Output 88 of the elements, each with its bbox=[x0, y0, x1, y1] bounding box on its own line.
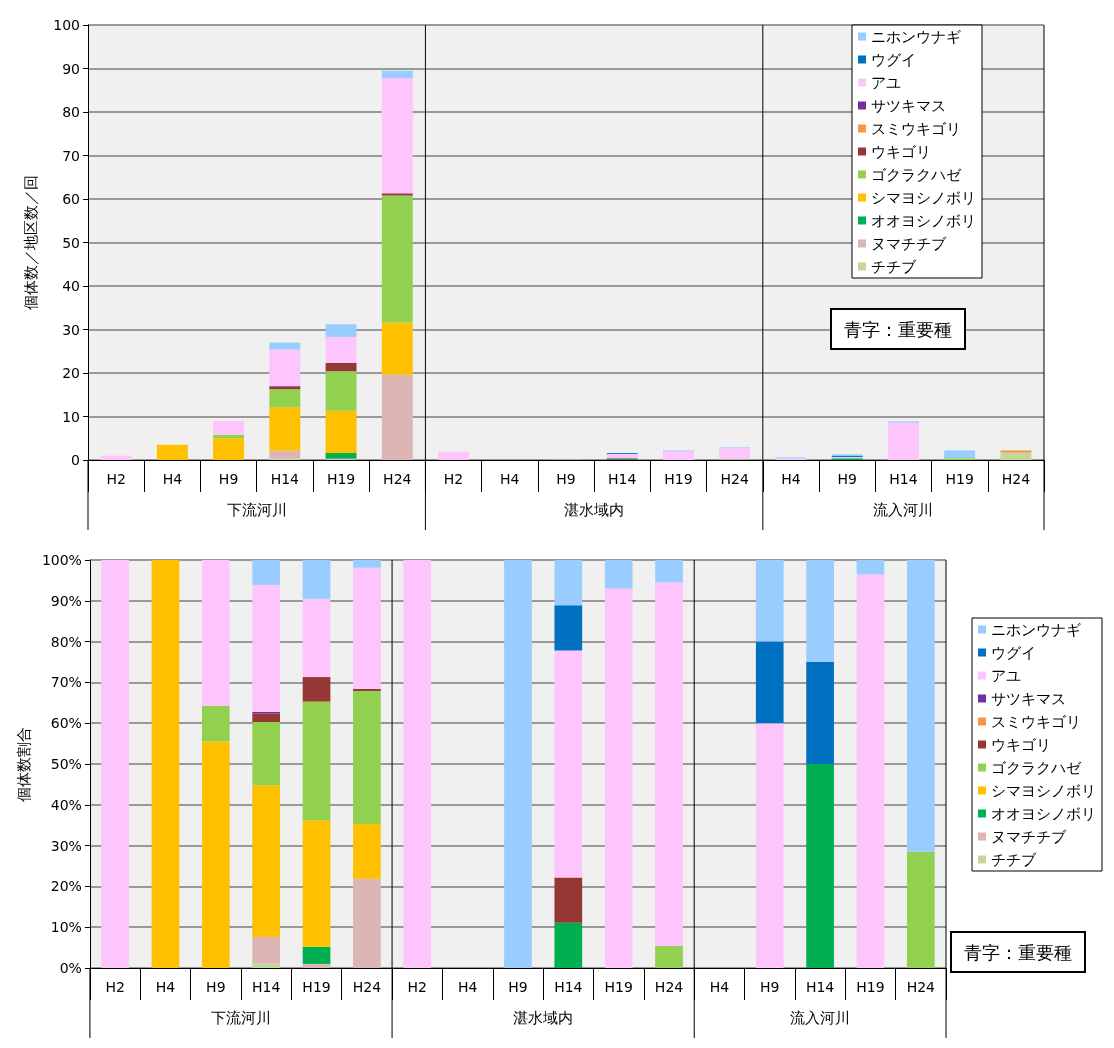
legend-label: ウグイ bbox=[991, 643, 1036, 662]
x-tick-label: H24 bbox=[720, 471, 749, 487]
x-tick-label: H19 bbox=[326, 471, 356, 487]
y-tick-label: 40 bbox=[62, 278, 80, 294]
legend-label: ヌマチチブ bbox=[991, 827, 1067, 846]
y-tick-label: 40% bbox=[50, 796, 82, 813]
y-tick-label: 20% bbox=[50, 878, 82, 895]
x-tick-label: H14 bbox=[252, 979, 281, 995]
legend-label: ウグイ bbox=[871, 50, 916, 69]
y-tick-label: 90% bbox=[50, 592, 82, 609]
y-tick-label: 70% bbox=[50, 674, 82, 691]
x-tick-label: H14 bbox=[608, 471, 637, 487]
text: 湛水域内 bbox=[564, 501, 625, 519]
y-tick-label: 20 bbox=[62, 365, 80, 381]
y-tick-label: 90 bbox=[62, 60, 80, 77]
x-tick-label: H24 bbox=[1001, 471, 1031, 487]
x-tick-label: H14 bbox=[805, 979, 835, 995]
y-tick-label: 10% bbox=[50, 919, 82, 936]
x-tick-label: H4 bbox=[457, 979, 478, 995]
y-tick-label: 80 bbox=[62, 104, 80, 120]
legend-label: アユ bbox=[991, 666, 1021, 685]
y-tick-label: 80% bbox=[50, 633, 82, 650]
annotation: 青字：重要種 bbox=[844, 318, 952, 340]
y-tick-label: 100 bbox=[53, 17, 80, 33]
legend-label: アユ bbox=[871, 73, 901, 92]
x-tick-label: H4 bbox=[155, 979, 176, 995]
legend-label: スミウキゴリ bbox=[991, 712, 1081, 731]
x-tick-label: H9 bbox=[837, 471, 857, 487]
legend-label: ニホンウナギ bbox=[991, 620, 1081, 639]
legend-label: オオヨシノボリ bbox=[871, 211, 976, 230]
y-tick-label: 50 bbox=[62, 234, 80, 251]
x-tick-label: H14 bbox=[270, 471, 300, 487]
x-tick-label: H24 bbox=[352, 979, 382, 995]
legend-label: ゴクラクハゼ bbox=[871, 165, 962, 184]
x-tick-label: H9 bbox=[556, 471, 576, 487]
legend-label: シマヨシノボリ bbox=[991, 781, 1096, 800]
y-axis-title: 個体数／地区数／回 bbox=[21, 175, 40, 310]
y-tick-label: 100% bbox=[41, 552, 82, 568]
x-tick-label: H19 bbox=[604, 979, 633, 995]
x-tick-label: H24 bbox=[383, 471, 412, 487]
x-tick-label: H9 bbox=[218, 471, 239, 487]
x-tick-label: H19 bbox=[945, 471, 974, 487]
legend-label: ゴクラクハゼ bbox=[991, 758, 1082, 777]
text: 流入河川 bbox=[873, 501, 934, 519]
x-tick-label: H4 bbox=[162, 471, 183, 487]
legend-label: オオヨシノボリ bbox=[991, 804, 1096, 823]
legend-label: チチブ bbox=[991, 850, 1037, 869]
x-tick-label: H2 bbox=[443, 471, 464, 487]
y-tick-label: 0 bbox=[71, 452, 80, 468]
x-tick-label: H4 bbox=[500, 471, 520, 487]
y-tick-label: 60 bbox=[62, 191, 80, 207]
x-tick-label: H2 bbox=[407, 979, 427, 995]
x-tick-label: H19 bbox=[302, 979, 331, 995]
text: 下流河川 bbox=[211, 1009, 271, 1027]
x-tick-label: H14 bbox=[889, 471, 918, 487]
x-tick-label: H2 bbox=[105, 979, 125, 995]
legend-label: チチブ bbox=[871, 257, 917, 276]
x-tick-label: H9 bbox=[760, 979, 780, 995]
text: 下流河川 bbox=[226, 501, 287, 519]
x-tick-label: H14 bbox=[554, 979, 583, 995]
y-tick-label: 60% bbox=[50, 715, 82, 732]
x-tick-label: H24 bbox=[906, 979, 936, 995]
legend-label: ニホンウナギ bbox=[871, 27, 961, 46]
x-tick-label: H19 bbox=[856, 979, 885, 995]
y-tick-label: 0% bbox=[59, 960, 82, 976]
x-tick-label: H19 bbox=[664, 471, 693, 487]
x-tick-label: H4 bbox=[709, 979, 730, 995]
y-axis-title: 個体数割合 bbox=[14, 726, 33, 802]
legend-label: スミウキゴリ bbox=[871, 119, 961, 138]
legend-label: サツキマス bbox=[871, 96, 946, 115]
text: 流入河川 bbox=[790, 1009, 851, 1027]
x-tick-label: H24 bbox=[654, 979, 684, 995]
y-tick-label: 70 bbox=[62, 147, 80, 164]
legend-label: ウキゴリ bbox=[871, 142, 931, 161]
text: 湛水域内 bbox=[513, 1009, 574, 1027]
y-tick-label: 30 bbox=[62, 321, 80, 338]
x-tick-label: H4 bbox=[781, 471, 801, 487]
legend-label: ヌマチチブ bbox=[871, 234, 947, 253]
legend-label: ウキゴリ bbox=[991, 735, 1051, 754]
y-tick-label: 30% bbox=[50, 837, 82, 854]
x-tick-label: H9 bbox=[508, 979, 528, 995]
x-tick-label: H9 bbox=[206, 979, 226, 995]
text: 青字：重要種 bbox=[964, 941, 1072, 963]
y-tick-label: 50% bbox=[50, 756, 82, 772]
x-tick-label: H2 bbox=[106, 471, 126, 487]
legend-label: サツキマス bbox=[991, 689, 1066, 708]
y-tick-label: 10 bbox=[62, 408, 80, 425]
legend-label: シマヨシノボリ bbox=[871, 188, 976, 207]
